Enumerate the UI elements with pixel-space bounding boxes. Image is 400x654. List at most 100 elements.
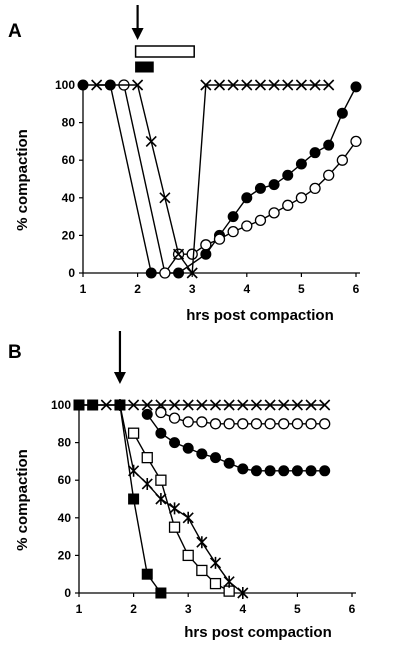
y-tick-label-b-100: 100 [51,398,71,412]
series-group-b [73,399,331,599]
data-point-b-4-2 [155,474,167,486]
x-tick-label-b-1: 1 [76,602,83,616]
data-point-b-5-1 [128,464,140,477]
series-b-5-star [114,399,249,599]
x-tick-label-b-6: 6 [349,602,356,616]
data-point-b-2-11 [291,465,303,477]
data-point-b-2-6 [223,457,235,469]
series-line-b-3 [79,404,162,594]
data-point-a-2-3 [159,192,171,204]
data-point-b-5-5 [182,511,194,524]
data-point-b-2-5 [210,452,221,464]
y-tick-label-b-20: 20 [58,548,72,562]
data-point-b-3-3 [128,493,140,505]
data-point-b-1-6 [237,418,249,430]
data-point-b-0-4 [141,399,153,411]
data-point-a-1-11 [295,192,308,204]
x-tick-label-a-3: 3 [189,282,196,296]
data-point-b-2-13 [319,465,331,477]
data-point-a-1-8 [254,214,267,227]
axes-a: 0 20 40 60 80 100 1 2 3 4 5 6 [55,78,360,296]
data-point-b-0-8 [196,399,208,411]
x-tick-label-a-6: 6 [353,282,360,296]
data-point-a-0-14 [336,107,348,119]
data-point-b-2-8 [250,465,262,477]
data-point-b-5-0 [114,399,126,411]
data-point-a-2-4 [172,248,185,260]
data-point-b-3-0 [73,399,85,411]
data-point-b-4-5 [196,564,208,577]
series-a-2-cross [91,79,335,279]
data-point-b-0-3 [128,399,140,411]
data-point-b-1-0 [155,406,167,419]
y-axis-title-b: % compaction [14,449,31,551]
data-point-b-0-9 [209,399,222,411]
treatment-bar-open [134,45,195,58]
data-point-b-1-1 [168,412,181,424]
panel-b: B % compaction hrs post compaction 0 20 40… [8,331,356,641]
annotations-b [113,331,126,384]
data-point-a-1-6 [227,225,239,238]
data-point-a-2-14 [309,79,321,91]
data-point-b-5-6 [196,536,208,549]
arrow-head-a [131,28,144,40]
data-point-a-0-13 [323,139,335,151]
data-point-b-0-10 [223,399,235,411]
data-point-a-2-0 [91,79,103,91]
data-point-b-5-4 [168,502,181,515]
data-point-b-2-3 [182,442,194,454]
data-point-a-2-9 [241,79,253,91]
data-point-b-2-12 [305,465,317,477]
data-point-b-0-11 [237,399,249,411]
data-point-a-0-7 [241,192,253,204]
data-point-b-2-7 [237,463,249,475]
y-tick-label-b-40: 40 [58,511,72,525]
data-point-a-1-3 [186,248,198,260]
data-point-b-2-2 [169,437,181,449]
data-point-a-0-8 [254,182,266,194]
data-point-a-1-5 [213,233,226,245]
data-point-a-1-4 [200,239,212,251]
series-group-a [77,79,362,279]
data-point-b-1-5 [223,418,235,430]
data-point-b-4-1 [141,451,153,464]
data-point-b-1-3 [196,416,208,428]
data-point-a-2-10 [254,79,267,91]
treatment-bar-filled [135,61,154,73]
series-a-0-filled-circle [77,79,362,279]
data-point-b-2-10 [278,465,290,477]
data-point-a-1-14 [336,154,349,166]
data-point-b-2-9 [264,465,276,477]
panel-label-b: B [8,342,22,363]
data-point-b-5-9 [237,587,249,599]
data-point-a-2-6 [200,79,212,91]
x-tick-label-a-2: 2 [134,282,141,296]
data-point-a-0-9 [268,179,280,191]
data-point-a-1-15 [350,135,362,148]
data-point-b-1-4 [209,418,222,430]
data-point-b-0-17 [319,399,331,411]
y-tick-label-a-40: 40 [62,191,76,205]
data-point-a-2-1 [132,79,144,91]
data-point-b-1-10 [291,418,304,430]
data-point-b-1-7 [250,418,263,430]
data-point-a-0-4 [200,248,212,260]
data-point-a-2-15 [323,79,335,91]
y-tick-label-a-100: 100 [55,78,75,92]
data-point-a-1-9 [268,207,280,219]
data-point-b-0-15 [291,399,303,411]
data-point-b-1-11 [305,418,317,430]
data-point-a-2-7 [213,79,226,91]
series-b-2-filled-circle [141,408,331,477]
x-axis-title-a: hrs post compaction [186,307,334,324]
x-axis-title-b: hrs post compaction [184,624,332,641]
data-point-a-0-11 [295,158,307,170]
series-b-4-open-square [127,427,235,597]
data-point-a-2-12 [282,79,294,91]
x-tick-label-b-2: 2 [130,602,137,616]
data-point-b-0-14 [278,399,290,411]
series-line-a-2 [96,84,329,275]
data-point-b-0-16 [305,399,317,411]
data-point-a-0-0 [77,79,89,91]
